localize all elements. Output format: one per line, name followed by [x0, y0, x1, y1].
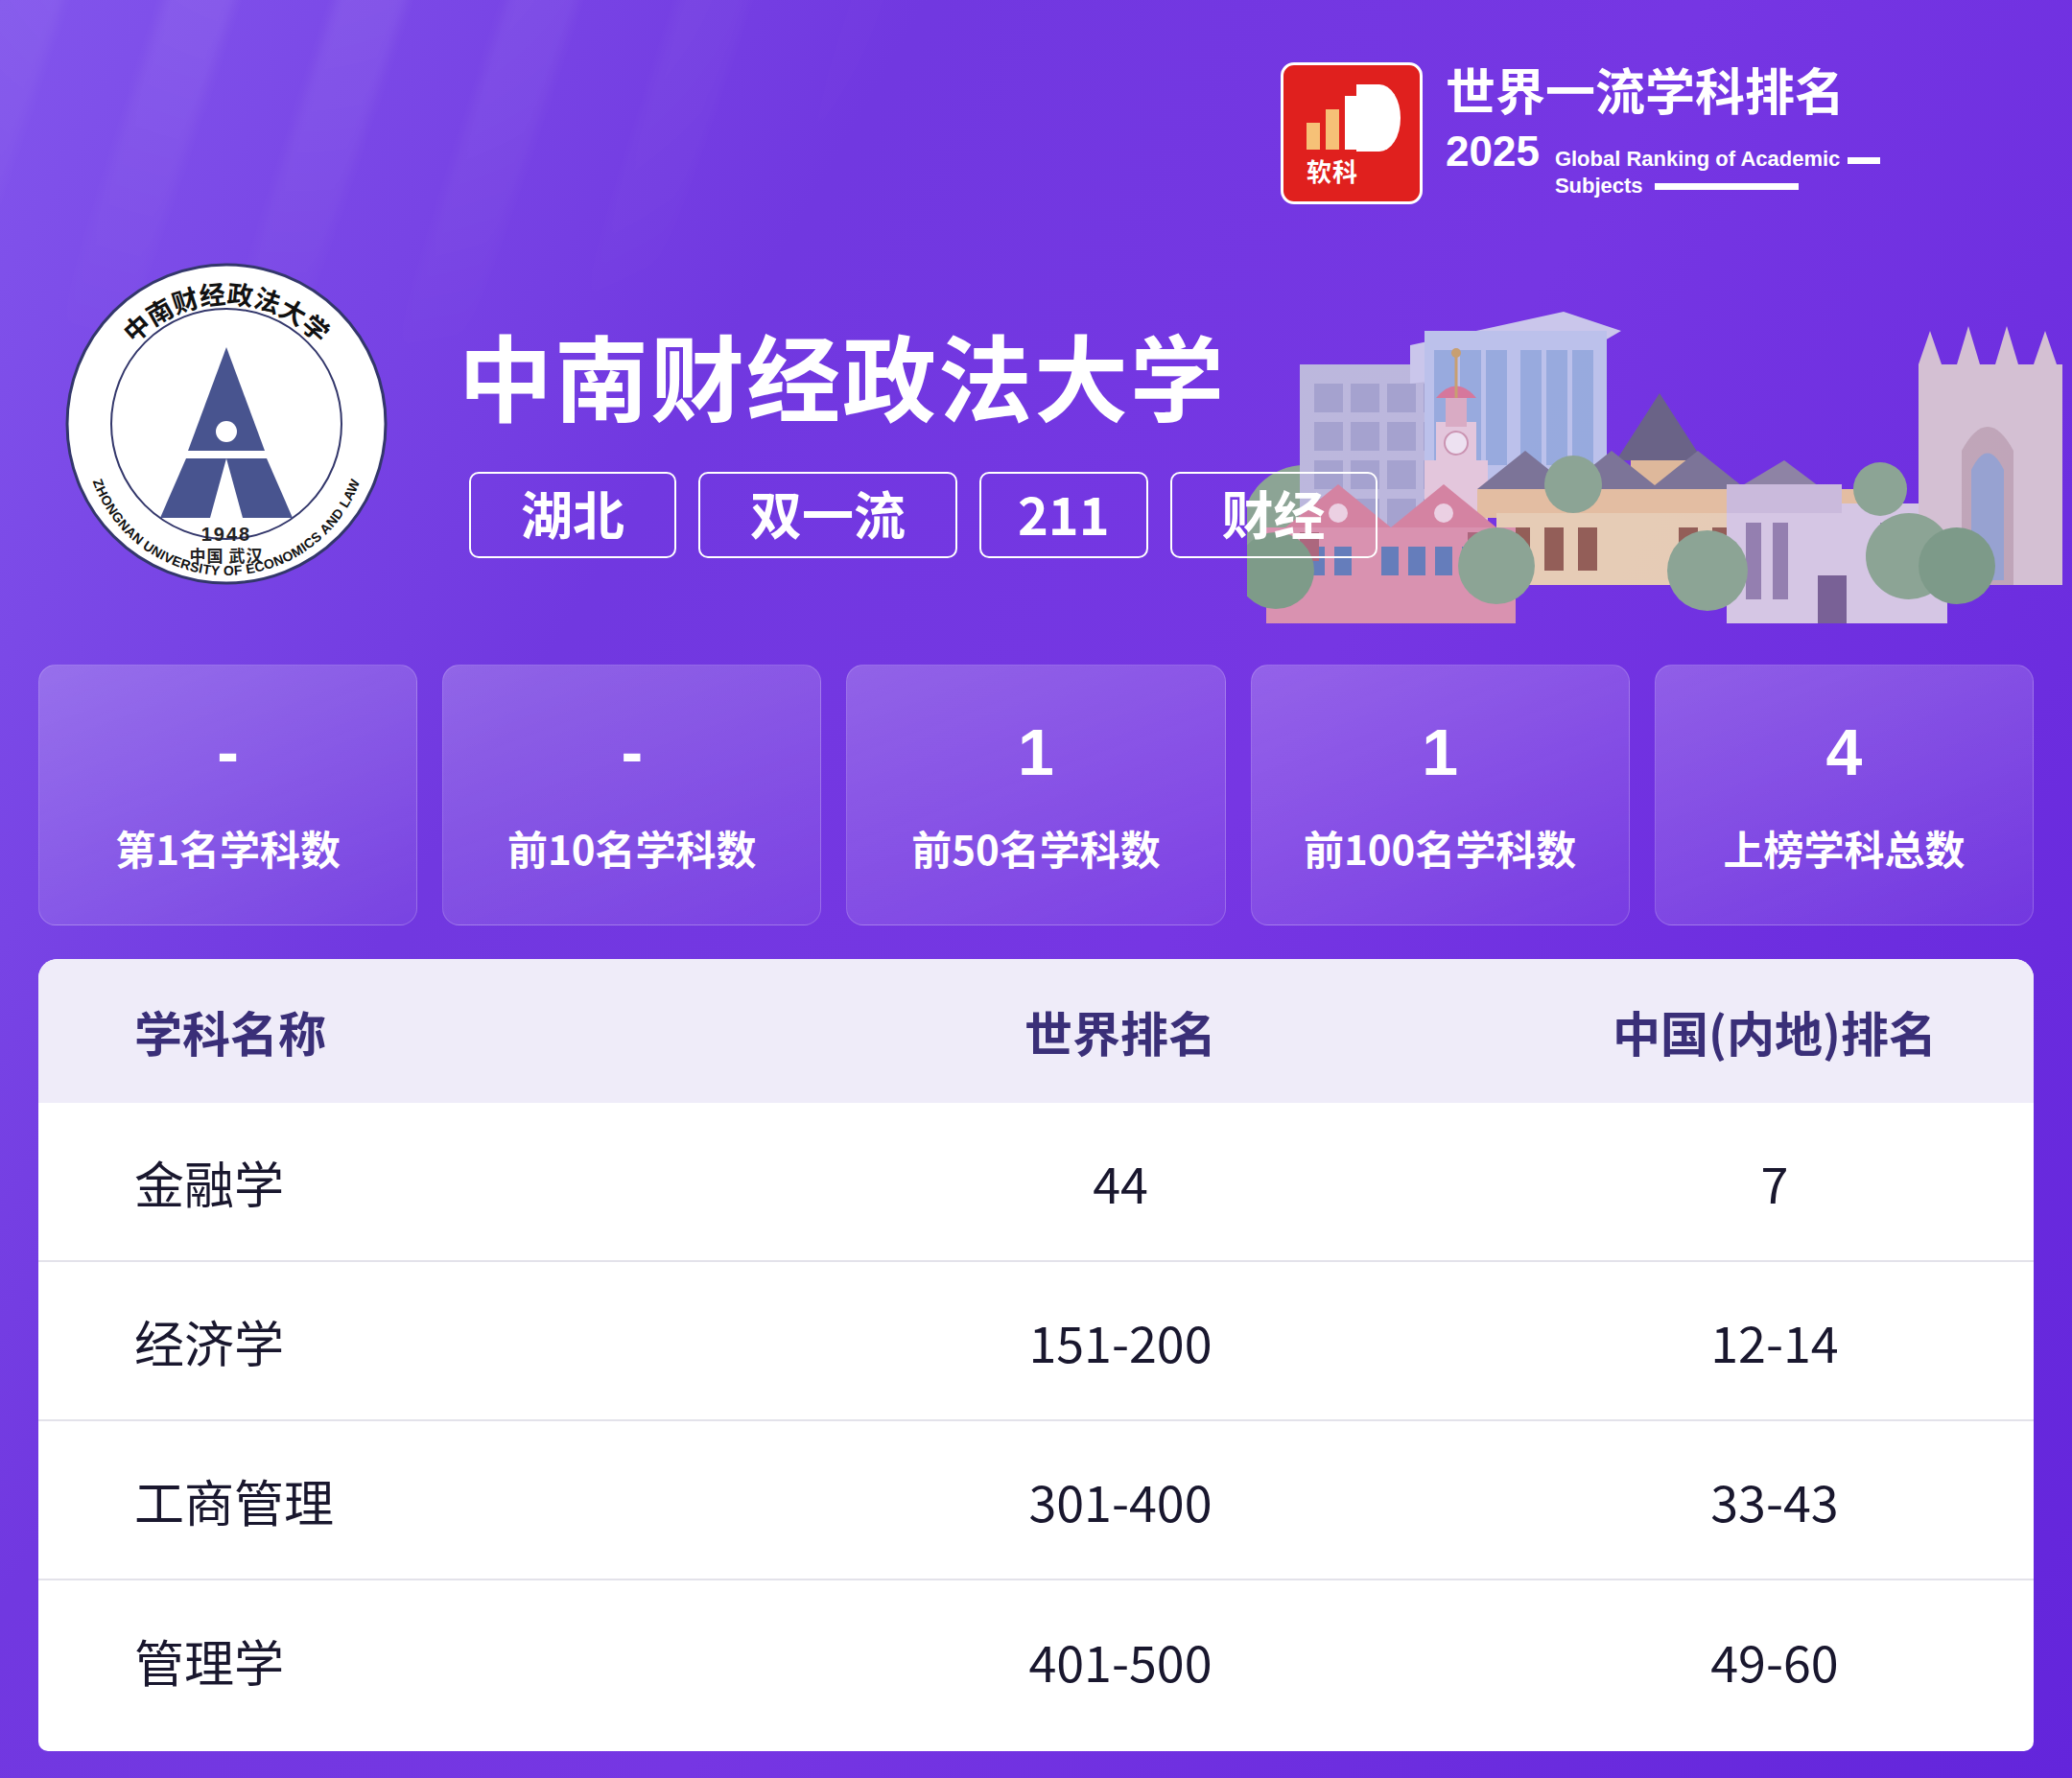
svg-text:1948: 1948	[201, 524, 252, 545]
